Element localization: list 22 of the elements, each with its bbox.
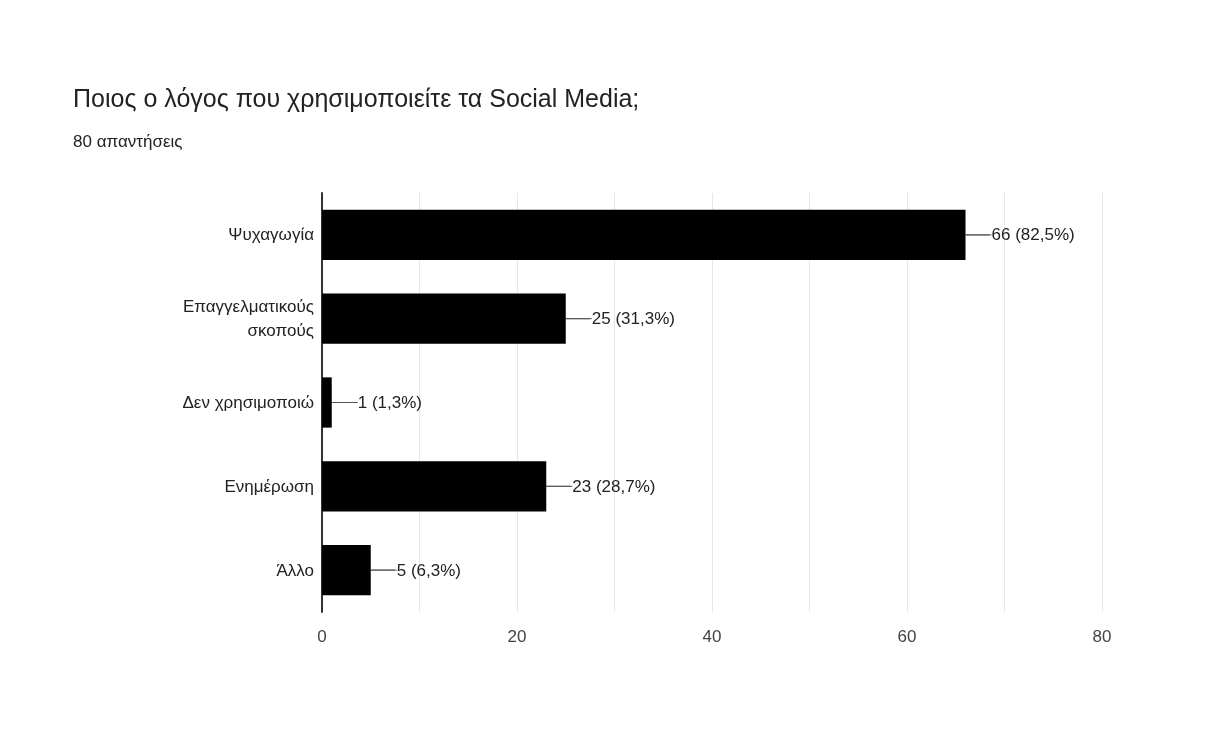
x-tick-label: 60 — [897, 627, 917, 646]
data-label: 23 (28,7%) — [572, 476, 656, 496]
x-tick-label: 80 — [1092, 627, 1112, 646]
y-tick-label: Δεν χρησιμοποιώ — [182, 393, 314, 412]
x-tick-label: 20 — [507, 627, 527, 646]
y-tick-label: Άλλο — [276, 560, 314, 580]
y-tick-label: Ψυχαγωγία — [228, 225, 315, 245]
data-label: 5 (6,3%) — [396, 560, 461, 580]
x-tick-label: 0 — [317, 627, 327, 646]
bar — [322, 461, 547, 512]
bar — [322, 377, 332, 428]
bar — [322, 544, 371, 596]
y-tick-label: Ενημέρωση — [224, 476, 314, 496]
y-tick-label: Επαγγελματικούς σκοπούς — [182, 297, 314, 341]
data-label: 25 (31,3%) — [591, 309, 675, 329]
bar — [322, 293, 566, 344]
x-tick-label: 40 — [702, 627, 722, 646]
text: 80 απαντήσεις — [73, 132, 183, 151]
data-label: 1 (1,3%) — [357, 393, 422, 412]
data-label: 66 (82,5%) — [991, 225, 1075, 245]
chart-title: Ποιος ο λόγος που χρησιμοποιείτε τα Social Media; — [73, 83, 640, 112]
bar — [322, 209, 966, 261]
